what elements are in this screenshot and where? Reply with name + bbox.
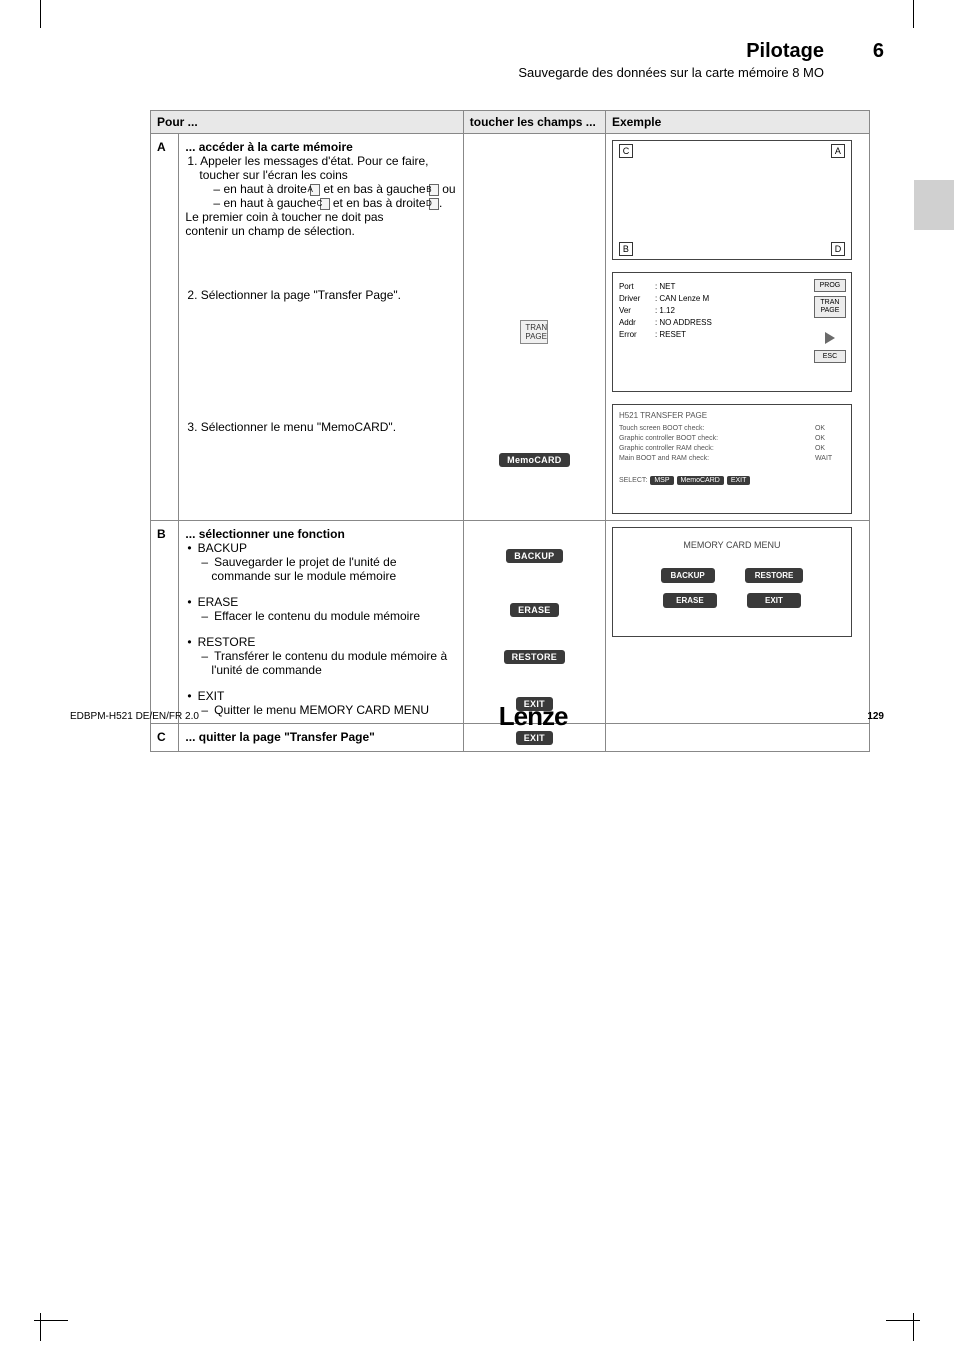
ex3-r0-l: Touch screen BOOT check: — [619, 424, 815, 434]
menu-exit-button[interactable]: EXIT — [747, 593, 801, 608]
erase-button[interactable]: ERASE — [510, 603, 559, 617]
crop-mark — [874, 1291, 914, 1331]
footer-docid: EDBPM-H521 DE/EN/FR 2.0 — [70, 711, 199, 722]
keycap-a: A — [310, 184, 320, 196]
row-c-title: ... quitter la page "Transfer Page" — [185, 730, 374, 744]
ex3-title: H521 TRANSFER PAGE — [619, 411, 845, 420]
backup-button[interactable]: BACKUP — [506, 549, 562, 563]
ex3-r3-l: Main BOOT and RAM check: — [619, 454, 815, 464]
ex3-r1-r: OK — [815, 434, 845, 444]
step2-text: 2. Sélectionner la page "Transfer Page". — [185, 288, 456, 302]
item-restore-sub: Transférer le contenu du module mémoire … — [185, 649, 456, 677]
ex3-r1-l: Graphic controller BOOT check: — [619, 434, 815, 444]
opt1-post: et en bas à gauche — [320, 182, 429, 196]
keycap-c: C — [320, 198, 330, 210]
instruction-table: Pour ... toucher les champs ... Exemple … — [150, 110, 870, 752]
ex2-addr-l: Addr — [619, 317, 655, 329]
ex2-driver-v: : CAN Lenze M — [655, 293, 709, 305]
row-letter-a: A — [151, 134, 179, 521]
th-champs: toucher les champs ... — [463, 111, 605, 134]
crop-mark — [40, 1291, 80, 1331]
example-memory-menu: MEMORY CARD MENU BACKUP RESTORE ERASE EX… — [612, 527, 852, 637]
ex3-r3-r: WAIT — [815, 454, 845, 464]
step1-note1: Le premier coin à toucher ne doit pas — [185, 210, 456, 224]
item-restore: RESTORE — [185, 635, 456, 649]
item-backup: BACKUP — [185, 541, 456, 555]
item-backup-sub: Sauvegarder le projet de l'unité de comm… — [185, 555, 456, 583]
exit-mini-button[interactable]: EXIT — [727, 476, 751, 485]
chapter-number: 6 — [854, 40, 884, 63]
example-transfer-info: Port: NET Driver: CAN Lenze M Ver: 1.12 … — [612, 272, 852, 392]
restore-button[interactable]: RESTORE — [504, 650, 565, 664]
th-exemple: Exemple — [605, 111, 869, 134]
menu-erase-button[interactable]: ERASE — [663, 593, 717, 608]
example-corners: C A B D — [612, 140, 852, 260]
step1-note2: contenir un champ de sélection. — [185, 224, 456, 238]
ex2-driver-l: Driver — [619, 293, 655, 305]
example-transfer-page: H521 TRANSFER PAGE Touch screen BOOT che… — [612, 404, 852, 514]
arrow-right-icon — [825, 332, 835, 344]
keycap-d: D — [429, 198, 439, 210]
exit-button-c[interactable]: EXIT — [516, 731, 553, 745]
item-erase-sub: Effacer le contenu du module mémoire — [185, 609, 456, 623]
ex2-error-l: Error — [619, 329, 655, 341]
corner-a: A — [831, 144, 845, 158]
page-number: 129 — [867, 711, 884, 722]
ex2-error-v: : RESET — [655, 329, 686, 341]
brand-logo: Lenze — [499, 701, 568, 732]
msp-mini-button[interactable]: MSP — [650, 476, 673, 485]
step3-text: 3. Sélectionner le menu "MemoCARD". — [185, 420, 456, 434]
opt2-pre: en haut à gauche — [223, 196, 319, 210]
ex2-ver-l: Ver — [619, 305, 655, 317]
select-label: SELECT: — [619, 477, 647, 484]
step1-opt1: – en haut à droite A et en bas à gauche … — [185, 182, 456, 196]
ex3-r2-l: Graphic controller RAM check: — [619, 444, 815, 454]
corner-c: C — [619, 144, 633, 158]
page-footer: EDBPM-H521 DE/EN/FR 2.0 Lenze 129 — [70, 701, 884, 732]
ex3-r0-r: OK — [815, 424, 845, 434]
prog-button[interactable]: PROG — [814, 279, 846, 292]
menu-backup-button[interactable]: BACKUP — [661, 568, 715, 583]
th-pour: Pour ... — [151, 111, 464, 134]
step1-lead: 1. Appeler les messages d'état. Pour ce … — [185, 154, 456, 182]
ex2-addr-v: : NO ADDRESS — [655, 317, 712, 329]
row-b-title: ... sélectionner une fonction — [185, 527, 456, 541]
item-erase: ERASE — [185, 595, 456, 609]
keycap-b: B — [429, 184, 439, 196]
ex3-r2-r: OK — [815, 444, 845, 454]
side-tab — [914, 180, 954, 230]
row-letter-b: B — [151, 521, 179, 724]
header-subtitle: Sauvegarde des données sur la carte mémo… — [518, 65, 824, 80]
memocard-mini-button[interactable]: MemoCARD — [677, 476, 724, 485]
corner-b: B — [619, 242, 633, 256]
ex2-ver-v: : 1.12 — [655, 305, 675, 317]
menu-restore-button[interactable]: RESTORE — [745, 568, 804, 583]
menu-title: MEMORY CARD MENU — [619, 540, 845, 550]
ex2-port-v: : NET — [655, 281, 675, 293]
opt1-end: ou — [439, 182, 456, 196]
header-title: Pilotage — [518, 40, 824, 63]
opt1-pre: en haut à droite — [223, 182, 310, 196]
memocard-button[interactable]: MemoCARD — [499, 453, 569, 467]
tran-page-mini-button[interactable]: TRAN PAGE — [814, 296, 846, 318]
step1-opt2: – en haut à gauche C et en bas à droite … — [185, 196, 456, 210]
corner-d: D — [831, 242, 845, 256]
row-a-title: ... accéder à la carte mémoire — [185, 140, 456, 154]
ex2-port-l: Port — [619, 281, 655, 293]
opt2-end: . — [439, 196, 442, 210]
esc-button[interactable]: ESC — [814, 350, 846, 363]
opt2-post: et en bas à droite — [330, 196, 429, 210]
tran-page-button[interactable]: TRAN PAGE — [520, 320, 548, 344]
page-header: Pilotage Sauvegarde des données sur la c… — [70, 40, 884, 80]
